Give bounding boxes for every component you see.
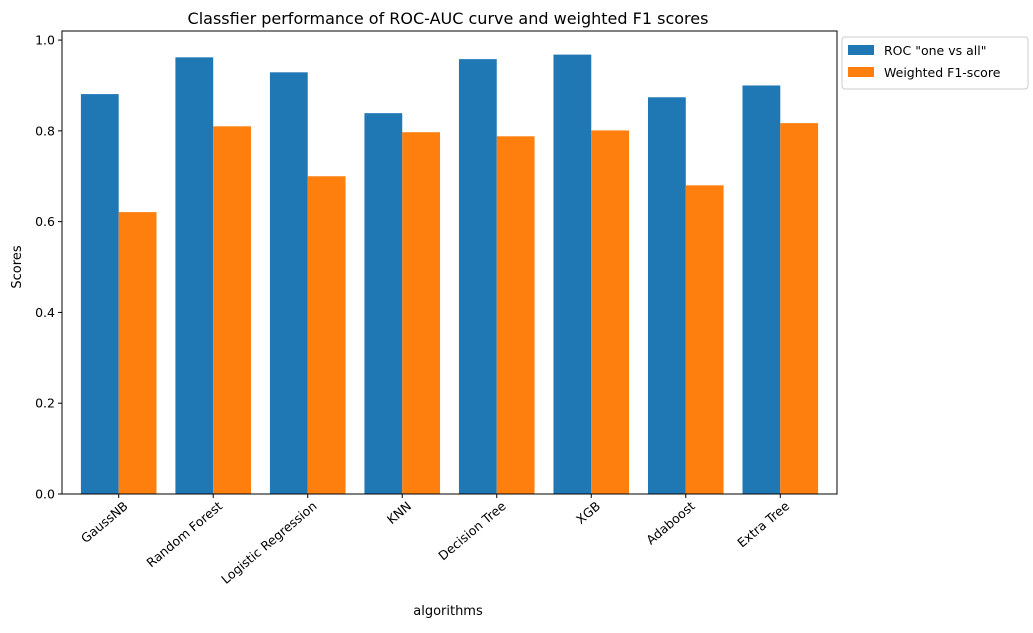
bar-roc-4 <box>458 59 497 494</box>
bar-f1-5 <box>591 130 630 494</box>
bar-f1-7 <box>780 123 819 495</box>
x-tick-label: Random Forest <box>143 498 225 570</box>
bar-roc-3 <box>364 113 403 494</box>
x-tick-label: Adaboost <box>643 498 698 547</box>
bar-f1-3 <box>402 132 441 494</box>
bar-f1-6 <box>685 185 724 494</box>
y-tick-label: 1.0 <box>35 33 55 48</box>
bar-roc-6 <box>647 97 686 495</box>
bar-f1-4 <box>496 136 535 494</box>
bar-roc-0 <box>80 94 119 494</box>
chart-title: Classfier performance of ROC-AUC curve a… <box>188 9 709 28</box>
x-tick-label: Logistic Regression <box>218 498 319 587</box>
x-axis-label: algorithms <box>413 604 483 619</box>
x-tick-label: KNN <box>384 498 414 527</box>
x-tick-label: GaussNB <box>78 498 131 546</box>
y-tick-label: 0.0 <box>35 487 55 502</box>
legend-label: ROC "one vs all" <box>884 43 986 58</box>
y-axis-label: Scores <box>10 245 25 288</box>
bar-roc-5 <box>553 54 592 494</box>
bar-f1-1 <box>213 126 252 494</box>
y-tick-label: 0.6 <box>35 214 55 229</box>
x-tick-label: Extra Tree <box>734 498 792 550</box>
plot-frame <box>61 30 838 495</box>
bar-f1-0 <box>118 212 157 495</box>
x-tick-label: XGB <box>573 498 603 527</box>
legend-swatch <box>848 67 874 77</box>
legend-label: Weighted F1-score <box>884 65 1001 80</box>
bar-roc-7 <box>742 85 781 494</box>
legend-box <box>841 36 1029 90</box>
y-tick-label: 0.8 <box>35 123 55 138</box>
legend-swatch <box>848 45 874 55</box>
bar-roc-2 <box>269 72 308 494</box>
bar-roc-1 <box>175 57 214 494</box>
y-tick-label: 0.2 <box>35 396 55 411</box>
bars-layer <box>80 54 819 495</box>
y-tick-label: 0.4 <box>35 305 55 320</box>
bar-f1-2 <box>307 176 346 494</box>
x-tick-label: Decision Tree <box>435 498 509 563</box>
legend: ROC "one vs all" Weighted F1-score <box>841 36 1029 90</box>
